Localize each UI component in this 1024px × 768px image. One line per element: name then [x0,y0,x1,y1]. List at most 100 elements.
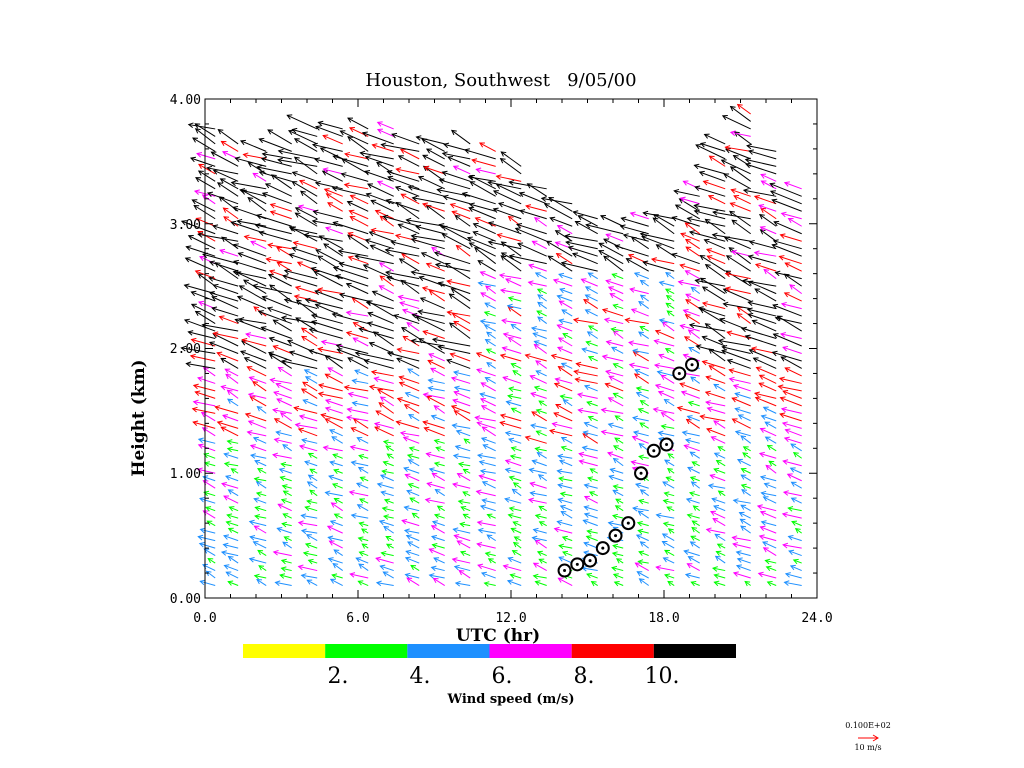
wind-vector [250,445,267,452]
wind-vector [685,574,700,579]
wind-vector-head [286,114,293,120]
wind-vector-head [531,459,538,465]
wind-vector [297,261,318,272]
wind-vector-head [450,376,457,382]
wind-vector-head [346,200,353,206]
wind-vector [652,217,675,235]
wind-vector [307,500,318,504]
wind-vector-head [382,214,389,221]
wind-vector-head [639,326,646,332]
wind-vector-head [294,285,301,292]
wind-vector-head [317,255,324,261]
wind-vector [737,558,751,564]
wind-vector [346,311,369,317]
wind-vector [254,478,267,482]
wind-vector-head [612,392,619,398]
wind-vector-head [732,542,739,548]
wind-vector-head [755,366,762,372]
wind-vector-head [658,353,665,360]
wind-vector [476,352,496,362]
wind-vector [516,223,547,235]
wind-vector [765,436,777,444]
wind-vector [712,518,726,527]
wind-vector-head [302,399,309,405]
wind-vector [488,558,496,564]
wind-vector [403,335,420,347]
wind-vector-head [407,368,414,374]
wind-vector [435,446,445,452]
wind-vector [609,293,624,302]
wind-vector-head [731,535,738,541]
wind-vector-head [370,227,377,234]
wind-vector-head [587,476,594,482]
wind-vector-head [407,541,413,547]
wind-vector-head [234,156,241,163]
wind-vector-head [516,222,523,229]
wind-vector-head [185,361,192,367]
wind-vector [454,391,471,399]
wind-vector [257,166,292,175]
wind-vector-head [462,491,469,497]
wind-vector-head [532,573,539,580]
wind-vector-head [517,242,524,248]
wind-vector [718,490,726,497]
wind-vector-head [317,391,324,398]
wind-vector-head [586,529,593,535]
wind-vector-head [782,459,789,465]
wind-vector-head [368,341,375,348]
wind-vector-head [583,512,590,518]
wind-vector-head [380,550,387,557]
wind-vector-head [733,131,740,137]
wind-vector-head [406,322,413,328]
wind-vector-head [699,414,706,420]
wind-vector-head [759,226,766,232]
wind-vector-head [375,410,382,416]
wind-vector-head [420,252,427,258]
wind-vector [714,533,726,542]
wind-vector [442,233,471,250]
wind-vector-head [268,336,275,343]
wind-vector-head [742,188,749,194]
wind-vector [270,379,292,384]
wind-vector [281,463,292,467]
wind-vector-head [498,272,505,279]
wind-vector-head [697,306,704,312]
wind-vector [228,489,239,497]
wind-vector [256,579,267,586]
wind-vector-head [780,301,787,308]
wind-vector [573,211,598,220]
wind-vector [292,129,318,137]
wind-vector-head [574,377,581,383]
wind-vector-head [486,534,493,540]
wind-vector-head [336,348,343,354]
colorbar-swatch [653,644,736,658]
wind-vector [623,234,649,242]
wind-vector-head [315,249,322,255]
wind-vector-head [487,180,494,186]
wind-vector-head [714,555,721,562]
wind-vector [385,249,420,257]
wind-vector [717,543,726,549]
wind-vector-head [349,216,356,222]
wind-vector [382,470,394,474]
wind-vector-head [366,321,373,327]
wind-vector [347,201,369,212]
wind-vector [663,500,675,504]
wind-vector-head [710,510,716,516]
wind-vector [560,505,573,512]
wind-vector [271,174,292,190]
wind-vector [722,346,751,354]
wind-vector [488,222,522,235]
wind-vector-head [276,261,283,267]
wind-vector-head [603,317,610,324]
wind-vector [379,215,394,227]
wind-vector-head [300,190,306,197]
wind-vector [273,391,292,399]
wind-vector [403,436,420,444]
wind-vector [235,318,267,332]
wind-vector [301,327,318,339]
wind-vector-head [436,505,443,511]
wind-vector-head [183,283,190,289]
wind-vector [684,550,700,557]
wind-vector [376,162,394,175]
